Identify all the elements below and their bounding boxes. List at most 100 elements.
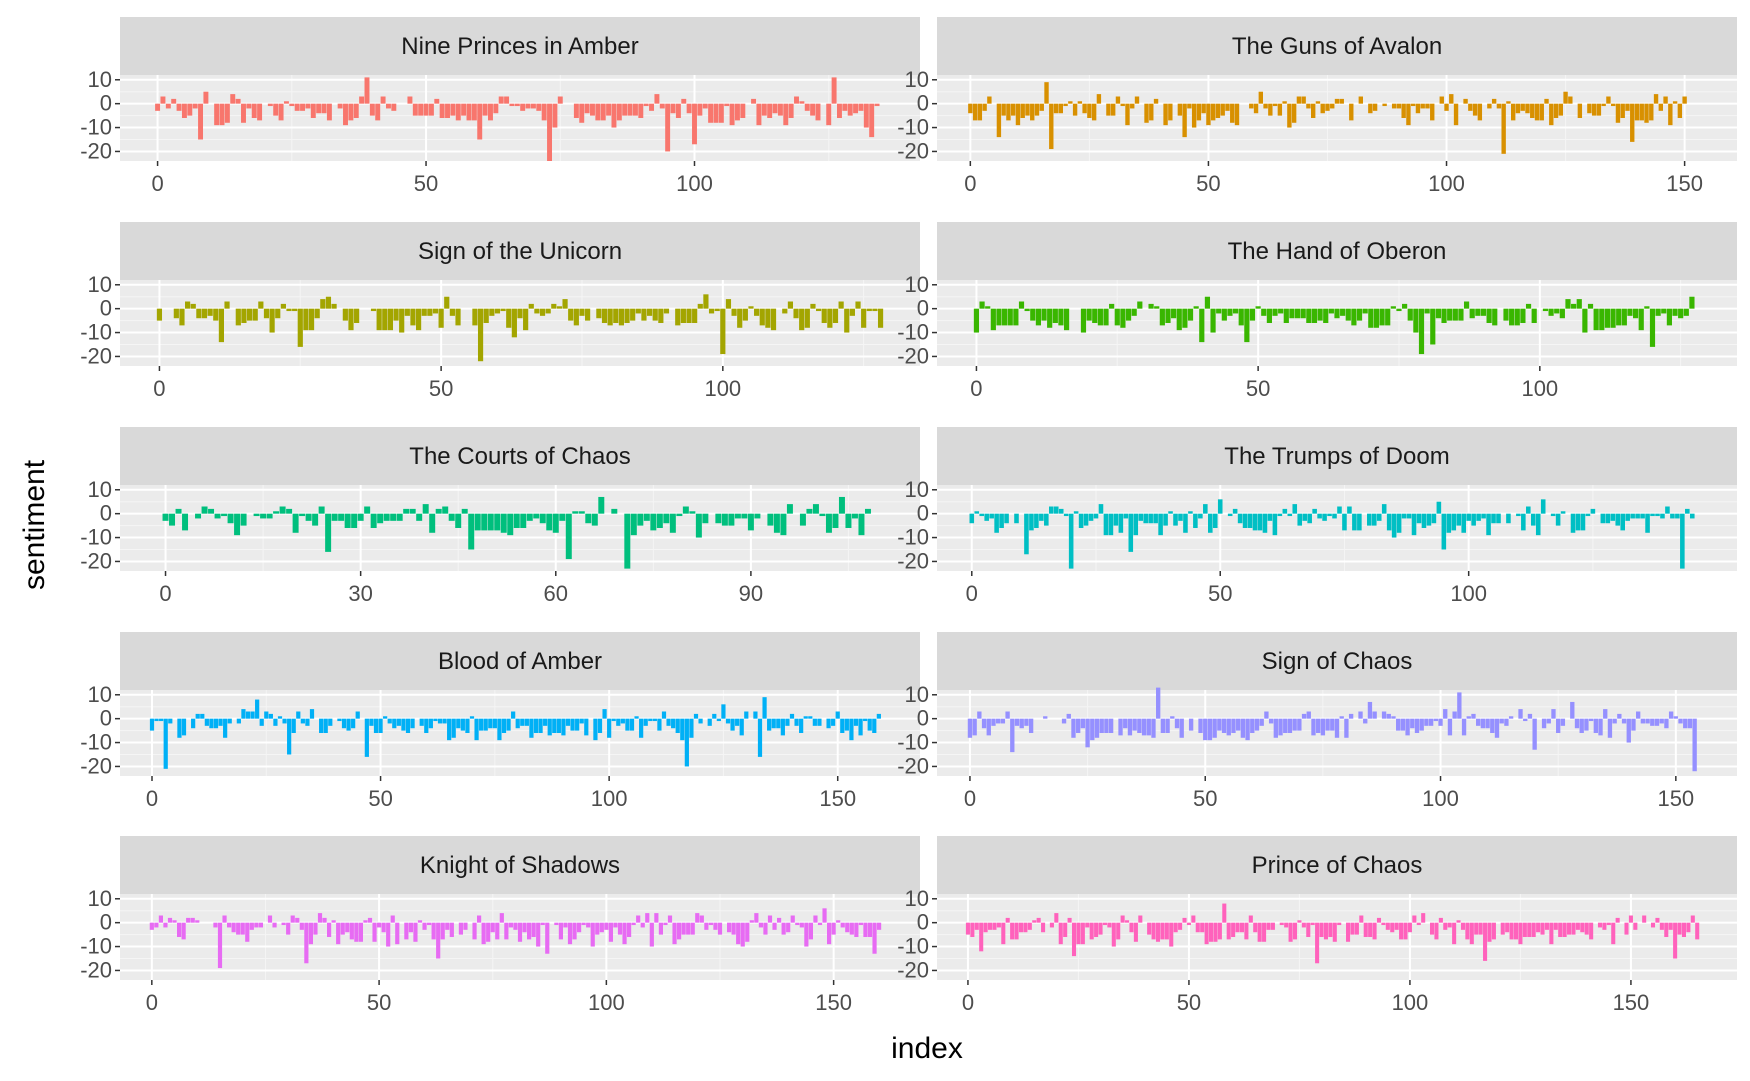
sentiment-bar [630,308,636,321]
sentiment-bar [996,922,1001,928]
sentiment-bar [1611,103,1616,107]
sentiment-bar [331,920,336,923]
sentiment-bar [1058,308,1064,326]
sentiment-bar [1315,101,1321,104]
sentiment-bar [258,922,263,928]
sentiment-bar [358,922,363,942]
sentiment-bar [1320,718,1326,736]
sentiment-bar [867,922,873,937]
sentiment-bar [1111,922,1116,947]
sentiment-bar [546,513,553,531]
sentiment-bar [1460,922,1465,930]
sentiment-bar [294,103,300,111]
y-tick-label: 0 [917,296,929,321]
sentiment-bar [1553,103,1559,118]
sentiment-bar [1327,513,1332,517]
sentiment-bar [849,922,854,935]
sentiment-bar [442,718,447,724]
sentiment-bar [227,513,234,524]
sentiment-bar [391,103,397,111]
sentiment-bar [383,716,388,719]
sentiment-bar [672,922,677,945]
sentiment-bar [221,513,228,517]
sentiment-bar [1030,308,1036,321]
sentiment-bar [1211,103,1216,121]
sentiment-bar [1428,718,1434,726]
sentiment-bar [455,308,461,326]
sentiment-bar [1521,513,1526,531]
sentiment-bar [1306,922,1311,937]
sentiment-bar [1118,718,1123,736]
sentiment-bar [795,922,800,926]
sentiment-bar [1244,922,1249,940]
sentiment-bar [1058,922,1063,945]
sentiment-bar [1248,915,1253,923]
sentiment-bar [325,296,332,309]
sentiment-bar [1496,513,1501,524]
sentiment-bar [1103,513,1109,536]
sentiment-bar [1412,915,1417,923]
sentiment-bar [1596,103,1602,116]
sentiment-bar [1602,922,1607,930]
y-tick-label: -20 [897,753,929,778]
sentiment-bar [1306,103,1311,109]
sentiment-bar [1176,308,1182,331]
sentiment-bar [1133,922,1138,942]
sentiment-bar [1527,713,1533,719]
sentiment-bar [1131,308,1137,316]
y-tick-label: 10 [905,67,929,92]
sentiment-bar [1570,513,1576,533]
sentiment-bar [1215,103,1221,118]
sentiment-bar [427,308,433,316]
sentiment-bar [1599,308,1605,331]
sentiment-bar [1496,103,1502,109]
sentiment-bar [1264,711,1269,719]
sentiment-bar [1633,308,1639,319]
sentiment-bar [380,96,386,104]
sentiment-bar [481,922,486,945]
sentiment-bar [1005,917,1010,923]
sentiment-bar [1282,101,1287,104]
sentiment-bar [1311,103,1316,118]
x-tick-label: 30 [348,581,372,606]
plot-background [120,690,920,776]
sentiment-bar [794,96,799,104]
sentiment-bar [527,922,532,940]
sentiment-bar [1379,308,1385,326]
sentiment-bar [1381,504,1387,514]
sentiment-bar [669,513,676,533]
sentiment-bar [257,103,263,121]
sentiment-bar [305,103,311,109]
sentiment-bar [1438,917,1443,923]
sentiment-bar [1452,711,1457,719]
sentiment-bar [1066,713,1071,719]
facet-strip [937,222,1737,280]
y-tick-label: 0 [100,501,112,526]
sentiment-bar [1565,299,1571,309]
sentiment-bar [387,718,392,724]
sentiment-bar [506,718,511,731]
sentiment-bar [1615,917,1620,923]
sentiment-bar [1624,922,1629,935]
sentiment-bar [416,513,423,521]
sentiment-bar [474,513,481,531]
sentiment-bar [351,513,358,528]
sentiment-bar [1097,308,1103,326]
sentiment-bar [974,511,980,514]
sentiment-bar [992,922,997,930]
sentiment-bar [708,308,715,314]
sentiment-bar [730,718,735,731]
sentiment-bar [304,922,309,964]
sentiment-bar [1340,308,1346,316]
sentiment-bar [1645,513,1650,533]
sentiment-bar [1358,711,1363,719]
sentiment-bar [1406,103,1411,126]
sentiment-bar [282,718,287,724]
sentiment-bar [536,103,542,111]
sentiment-bar [1213,922,1218,942]
sentiment-bar [190,917,195,923]
sentiment-bar [1221,308,1227,321]
sentiment-bar [1049,506,1054,514]
sentiment-bar [1328,922,1333,937]
sentiment-bar [175,508,182,514]
